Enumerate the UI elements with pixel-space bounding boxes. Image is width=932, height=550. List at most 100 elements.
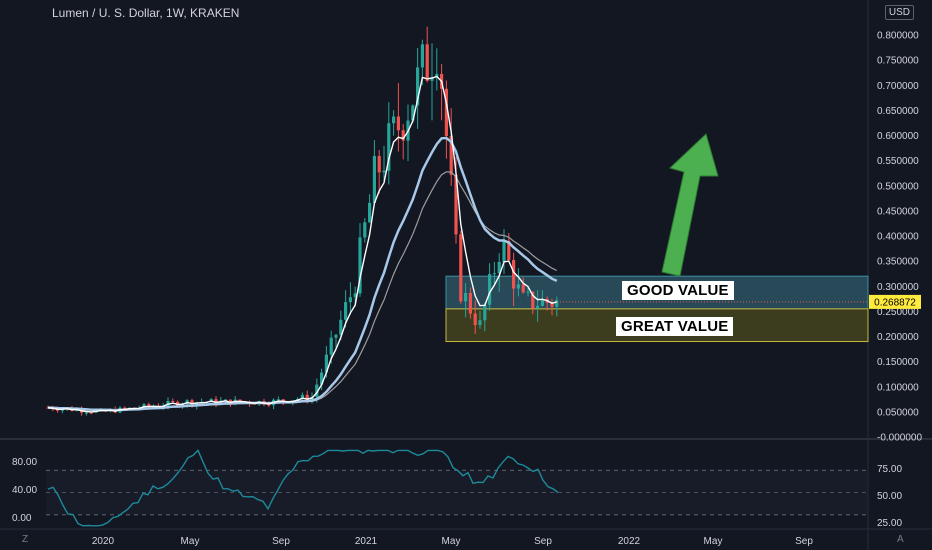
candle-body (387, 123, 391, 171)
candle-body (435, 73, 439, 78)
candle-body (334, 334, 338, 338)
candle-body (550, 302, 554, 307)
oscillator-left-tick: 40.00 (12, 485, 37, 496)
price-tick-label: 0.300000 (877, 282, 919, 293)
auto-scale-corner[interactable]: A (897, 534, 904, 545)
price-tick-label: 0.650000 (877, 106, 919, 117)
candle-body (382, 170, 386, 173)
candle-body (416, 67, 420, 106)
candle-body (454, 174, 458, 235)
price-tick-label: 0.700000 (877, 81, 919, 92)
candle-body (449, 135, 453, 175)
price-tick-label: 0.150000 (877, 357, 919, 368)
oscillator: 80.00 40.00 0.00 75.00 50.00 25.00 (12, 449, 902, 529)
candle-body (190, 400, 194, 406)
price-tick-label: -0.000000 (877, 433, 922, 444)
candle-body (555, 300, 559, 307)
candle-body (459, 234, 463, 302)
candle-body (516, 284, 520, 289)
price-tick-label: 0.250000 (877, 307, 919, 318)
candle-body (315, 384, 319, 397)
time-tick-label: 2022 (618, 536, 641, 547)
candle-body (497, 261, 501, 274)
zoom-corner-left[interactable]: Z (22, 534, 29, 545)
time-tick-label: May (442, 536, 461, 547)
candle-body (392, 116, 396, 124)
great-value-label: GREAT VALUE (616, 317, 734, 336)
candle-body (478, 320, 482, 326)
candle-body (492, 273, 496, 275)
candle-body (147, 404, 151, 407)
time-tick-label: May (704, 536, 723, 547)
candle-body (363, 222, 367, 238)
price-tick-label: 0.800000 (877, 31, 919, 42)
candle-body (531, 291, 535, 309)
candle-body (60, 409, 64, 411)
time-tick-label: Sep (534, 536, 552, 547)
candle-body (84, 412, 88, 414)
candle-body (238, 399, 242, 402)
candle-body (473, 313, 477, 326)
candle-body (468, 292, 472, 314)
oscillator-left-tick: 0.00 (12, 513, 32, 524)
candle-body (368, 202, 372, 223)
price-tick-label: 0.200000 (877, 332, 919, 343)
candle-body (300, 394, 304, 399)
candle-body (281, 399, 285, 402)
time-tick-label: May (181, 536, 200, 547)
price-tick-label: 0.600000 (877, 131, 919, 142)
candle-body (512, 259, 516, 289)
ema-slow-line (47, 136, 558, 412)
candles (46, 26, 559, 416)
candle-body (224, 399, 228, 401)
candle-body (502, 240, 506, 262)
candle-body (377, 156, 381, 173)
current-price-label: 0.268872 (874, 297, 916, 308)
candle-body (411, 105, 415, 121)
candle-body (536, 305, 540, 309)
up-arrow (661, 133, 719, 277)
candle-body (171, 401, 175, 403)
price-tick-label: 0.550000 (877, 156, 919, 167)
candle-body (420, 44, 424, 68)
candle-body (123, 407, 127, 409)
candle-body (521, 284, 525, 293)
time-tick-label: 2020 (92, 536, 115, 547)
candle-body (267, 404, 271, 406)
chart-title: Lumen / U. S. Dollar, 1W, KRAKEN (52, 6, 240, 20)
oscillator-left-tick: 80.00 (12, 457, 37, 468)
oscillator-right-tick: 50.00 (877, 491, 902, 502)
candle-body (430, 77, 434, 81)
candle-body (276, 399, 280, 401)
current-price-tag (869, 294, 921, 309)
oscillator-band (46, 470, 868, 515)
time-tick-label: Sep (272, 536, 290, 547)
good-value-label: GOOD VALUE (622, 281, 734, 300)
price-tick-label: 0.450000 (877, 206, 919, 217)
price-tick-label: 0.500000 (877, 181, 919, 192)
candle-body (507, 240, 511, 260)
candle-body (324, 354, 328, 373)
oscillator-right-tick: 25.00 (877, 518, 902, 529)
candle-body (56, 409, 60, 411)
candle-body (320, 372, 324, 385)
candle-body (339, 319, 343, 335)
oscillator-right-tick: 75.00 (877, 464, 902, 475)
candle-body (401, 130, 405, 141)
candle-body (348, 297, 352, 303)
currency-badge[interactable]: USD (884, 5, 914, 20)
candle-body (344, 302, 348, 320)
candle-body (358, 237, 362, 294)
candle-body (526, 291, 530, 293)
candle-body (488, 274, 492, 305)
ema-fast-line (47, 75, 557, 413)
candle-body (329, 337, 333, 355)
candle-body (372, 156, 376, 203)
candle-body (540, 298, 544, 306)
axes: 0.800000 0.750000 0.700000 0.650000 0.600000… (92, 31, 923, 548)
price-tick-label: 0.050000 (877, 407, 919, 418)
price-tick-label: 0.750000 (877, 56, 919, 67)
